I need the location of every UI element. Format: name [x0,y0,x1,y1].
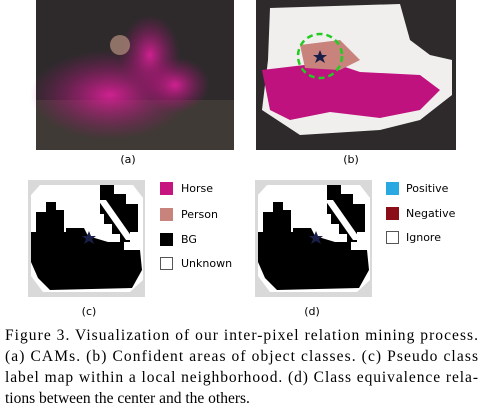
legend-label: Unknown [181,257,232,270]
legend-label: BG [181,233,197,246]
cam-image [30,0,234,150]
caption-line: (a) CAMs. (b) Confident areas of object … [5,348,478,365]
legend-label: Person [181,208,218,221]
label-map [28,180,145,297]
relation-map [255,180,372,297]
legend-d: Positive Negative Ignore [386,182,456,244]
caption-line: label map within a local neighborhood. (… [5,369,478,386]
panel-label: (a) [120,153,135,166]
caption-line: tions between the center and the others. [5,390,250,407]
legend-label: Horse [181,182,213,195]
caption-line: Figure 3. Visualization of our inter-pix… [5,327,478,344]
panel-label: (b) [343,153,359,166]
legend-c: Horse Person BG Unknown [160,182,232,270]
panel-label: (c) [82,305,97,318]
panel-label: (d) [304,305,320,318]
legend-label: Negative [406,207,456,220]
legend-label: Ignore [406,231,441,244]
confident-area-image [256,0,456,150]
legend-label: Positive [406,182,449,195]
